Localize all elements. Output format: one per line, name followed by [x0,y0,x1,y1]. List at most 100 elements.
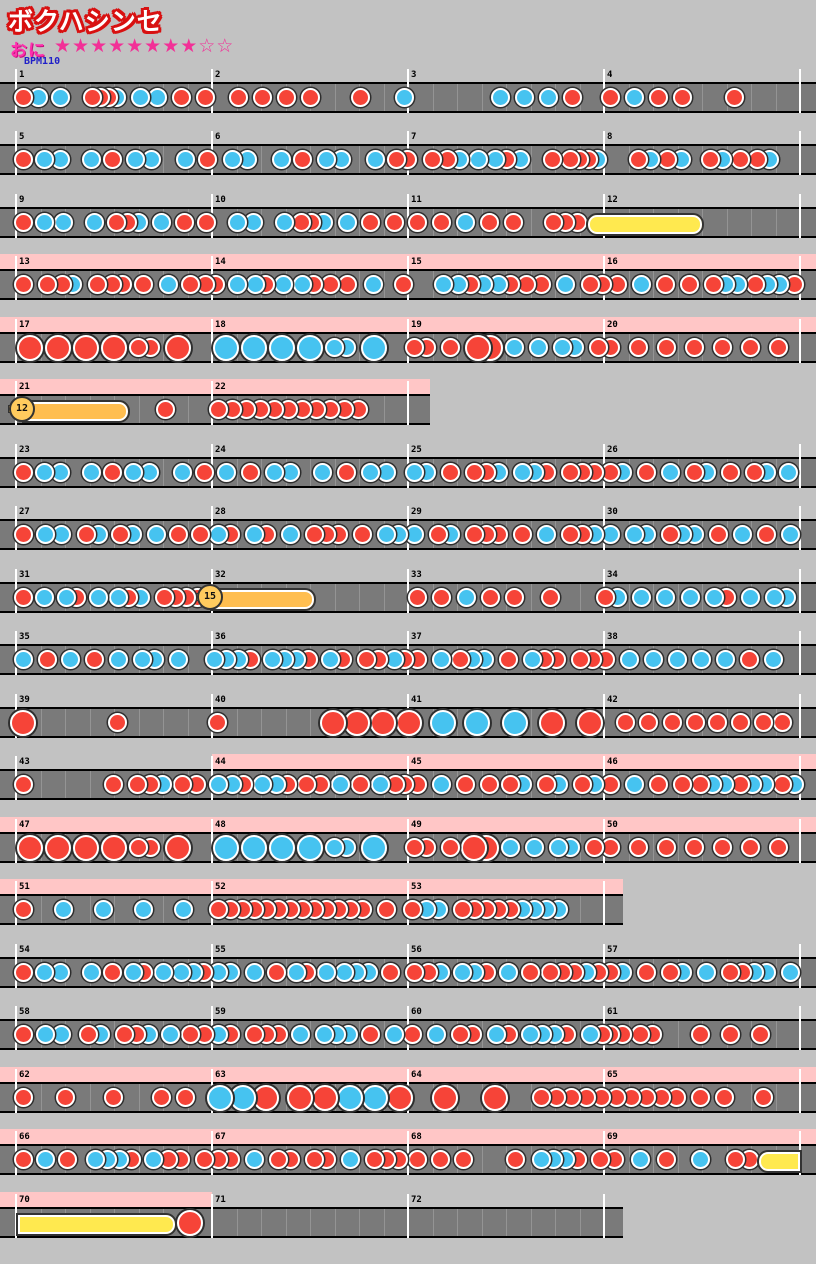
measure-number: 69 [607,1132,618,1142]
beat-line [359,459,360,486]
note-red [107,713,127,732]
note-blue [264,463,284,482]
note-blue [696,963,716,982]
note-blue-big [361,834,387,861]
note-blue [330,775,350,794]
note-red [584,838,604,857]
note-red [707,713,727,732]
note-red [13,1150,33,1169]
beat-line [580,1209,581,1236]
note-red-big [73,334,99,361]
note-red-big [165,334,191,361]
beat-line [335,209,336,236]
note-red [480,588,500,607]
note-blue [732,525,752,544]
note-blue [130,88,150,107]
difficulty-stars-empty: ☆☆ [198,35,235,57]
beat-line [433,1209,434,1236]
chart-row: 31 32 33 34 15 [0,565,816,628]
measure-line [799,194,801,238]
note-blue [290,1025,310,1044]
measure-number: 16 [607,257,618,267]
note-red [672,775,692,794]
beat-line [751,1084,752,1111]
note-blue-big [269,334,295,361]
note-red [110,525,130,544]
beat-line [384,146,385,173]
note-red-big [461,834,487,861]
note-red [648,775,668,794]
beat-line [139,1084,140,1111]
chart-row: 35 36 37 38 [0,627,816,690]
note-blue [316,963,336,982]
note-red [364,1150,384,1169]
note-blue [360,463,380,482]
note-blue [680,588,700,607]
beat-line [580,896,581,923]
beat-line [90,709,91,736]
measure-line [799,69,801,113]
note-red [690,1088,710,1107]
note-red [407,213,427,232]
beat-line [678,334,679,361]
chart-row: 39 40 41 42 [0,690,816,753]
note-red [13,1088,33,1107]
note-blue [580,1025,600,1044]
measure-line [15,319,17,363]
note-blue-big [430,709,456,736]
note-blue [538,88,558,107]
measure-line [211,319,213,363]
note-red [422,150,442,169]
note-red-big [465,334,491,361]
note-blue [245,275,265,294]
note-blue [81,150,101,169]
song-title: ボクハシンセ [8,7,163,36]
measure-number: 24 [215,445,226,455]
note-red [37,275,57,294]
note-blue [512,463,532,482]
measure-line [799,1069,801,1113]
note-red [739,650,759,669]
note-blue [274,213,294,232]
measure-number: 61 [607,1007,618,1017]
note-red [352,525,372,544]
beat-line [531,1209,532,1236]
note-red [464,525,484,544]
chart-row: 27 28 29 30 [0,502,816,565]
note-red [684,338,704,357]
note-blue [370,775,390,794]
note-red [128,338,148,357]
measure-number: 9 [19,195,25,205]
chart-row: 43 44 45 46 [0,752,816,815]
note-red [76,525,96,544]
note-red [304,525,324,544]
bpm-label: BPM110 [24,56,61,67]
note-blue [690,1150,710,1169]
note-blue [53,900,73,919]
beat-line [237,459,238,486]
measure-number: 60 [411,1007,422,1017]
note-red [292,150,312,169]
note-red [540,963,560,982]
measure-line [799,569,801,613]
beat-line [384,1209,385,1236]
measure-number: 19 [411,320,422,330]
note-blue-big [464,709,490,736]
beat-line [629,584,630,611]
note-red [450,650,470,669]
note-red [106,213,126,232]
beat-line [114,896,115,923]
beat-line [359,271,360,298]
chart-row: 66 67 68 69 [0,1127,816,1190]
note-red [133,275,153,294]
beat-line [139,396,140,423]
note-blue [520,1025,540,1044]
note-blue-big [337,1084,363,1111]
note-red [128,838,148,857]
measure-number: 48 [215,820,226,830]
note-blue-big [362,1084,388,1111]
note-blue-big [269,834,295,861]
note-blue [244,1150,264,1169]
note-blue [667,650,687,669]
note-red [747,150,767,169]
